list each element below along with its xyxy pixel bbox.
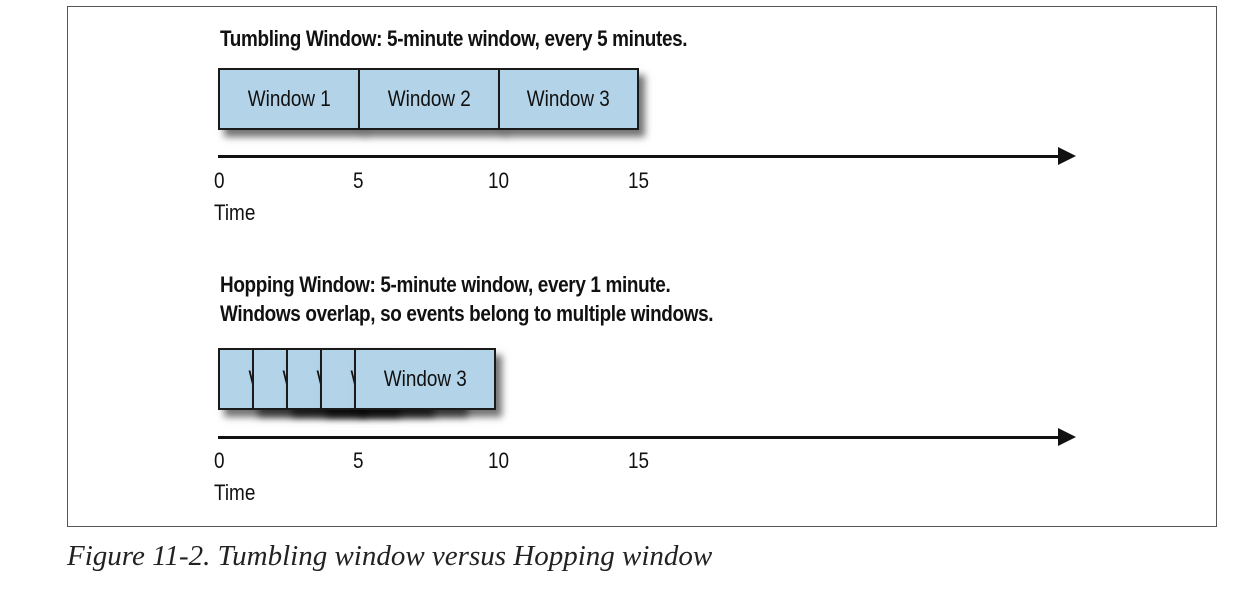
hopping-tick-15: 15 (628, 448, 650, 473)
hopping-tick-0: 0 (214, 448, 225, 473)
tumbling-window-3-label: Window 3 (526, 86, 611, 111)
tumbling-tick-5: 5 (353, 168, 364, 193)
tumbling-axis-arrow-icon (1058, 147, 1076, 165)
figure-caption: Figure 11-2. Tumbling window versus Hopp… (67, 540, 713, 572)
tumbling-window-1-label: Window 1 (247, 86, 331, 111)
hopping-tick-5: 5 (353, 448, 364, 473)
tumbling-window-2-label: Window 2 (387, 86, 471, 111)
tumbling-tick-0: 0 (214, 168, 225, 193)
hopping-window-3: Window 3 (354, 348, 496, 410)
hopping-axis-label: Time (214, 480, 256, 505)
hopping-tick-10: 10 (488, 448, 510, 473)
hopping-time-axis (218, 436, 1060, 439)
tumbling-tick-15: 15 (628, 168, 650, 193)
hopping-axis-arrow-icon (1058, 428, 1076, 446)
tumbling-window-2: Window 2 (358, 68, 500, 130)
hopping-title-line2: Windows overlap, so events belong to mul… (220, 301, 714, 326)
hopping-title-line1: Hopping Window: 5-minute window, every 1… (220, 272, 671, 297)
tumbling-time-axis (218, 155, 1060, 158)
tumbling-window-1: Window 1 (218, 68, 360, 130)
tumbling-axis-label: Time (214, 200, 256, 225)
tumbling-title: Tumbling Window: 5-minute window, every … (220, 26, 688, 51)
tumbling-tick-10: 10 (488, 168, 510, 193)
tumbling-window-3: Window 3 (498, 68, 639, 130)
hopping-window-3-label: Window 3 (383, 366, 467, 391)
